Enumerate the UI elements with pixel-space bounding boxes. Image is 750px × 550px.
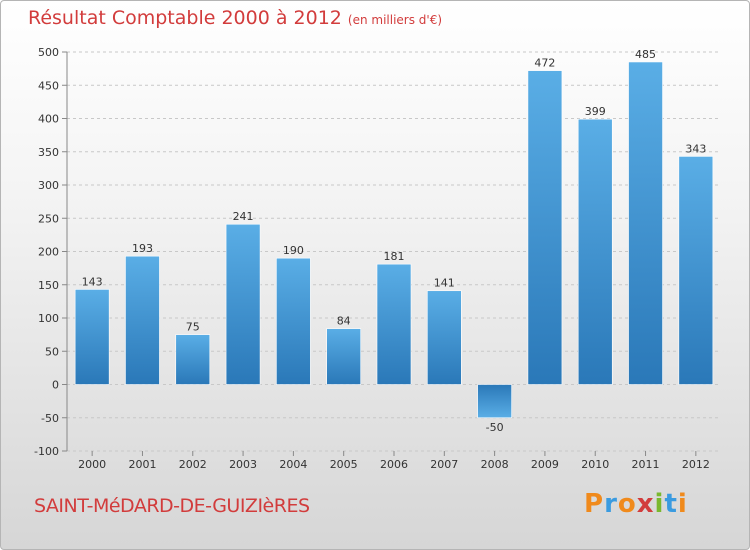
data-label: 399 <box>585 105 606 118</box>
brand-letter: i <box>654 489 665 519</box>
y-tick-label: 500 <box>38 46 59 59</box>
y-tick-label: -50 <box>41 412 59 425</box>
brand-letter: o <box>617 489 637 519</box>
brand-letter: P <box>584 489 605 519</box>
data-label: 343 <box>685 142 706 155</box>
bar-2004 <box>276 257 311 385</box>
x-tick-label: 2007 <box>430 458 458 471</box>
bar-2010 <box>577 118 613 385</box>
location-name: SAINT-MéDARD-DE-GUIZIèRES <box>34 495 310 517</box>
label-layer: 143 193 75 241 190 84 181 141 -50 472 399 485 343 <box>82 48 707 434</box>
chart-title-text: Résultat Comptable 2000 à 2012 <box>28 7 342 29</box>
x-tick-label: 2009 <box>531 458 559 471</box>
data-label: -50 <box>486 421 504 434</box>
data-label: 472 <box>534 57 555 70</box>
x-tick-label: 2002 <box>179 458 207 471</box>
bar-layer <box>74 61 714 419</box>
bar-2012 <box>678 156 714 385</box>
brand-letter: x <box>636 489 655 519</box>
bar-2005 <box>326 328 361 385</box>
y-tick-label: 400 <box>38 113 59 126</box>
axis-layer: -100 -50 0 50 100 150 200 250 300 350 400 450 500 200… <box>34 46 710 471</box>
brand-logo: Proxiti <box>584 489 688 519</box>
y-tick-label: 150 <box>38 279 59 292</box>
y-tick-label: 50 <box>45 345 59 358</box>
y-tick-label: 100 <box>38 312 59 325</box>
bar-2011 <box>628 61 663 385</box>
data-label: 84 <box>337 315 351 328</box>
bar-2007 <box>427 290 462 385</box>
x-tick-label: 2011 <box>632 458 660 471</box>
y-tick-label: -100 <box>34 445 59 458</box>
x-tick-label: 2012 <box>682 458 710 471</box>
x-tick-label: 2000 <box>78 458 106 471</box>
data-label: 143 <box>82 275 103 288</box>
data-label: 181 <box>384 250 405 263</box>
y-tick-label: 200 <box>38 246 59 259</box>
x-tick-label: 2004 <box>279 458 307 471</box>
bar-2001 <box>125 255 160 385</box>
chart-subtitle: (en milliers d'€) <box>347 13 443 27</box>
data-label: 141 <box>434 277 455 290</box>
data-label: 190 <box>283 244 304 257</box>
data-label: 485 <box>635 48 656 61</box>
data-label: 193 <box>132 242 153 255</box>
chart-title: Résultat Comptable 2000 à 2012 (en millie… <box>28 7 442 29</box>
bar-2009 <box>527 70 563 385</box>
bar-2002 <box>175 334 211 385</box>
data-label: 241 <box>233 210 254 223</box>
x-tick-label: 2008 <box>481 458 509 471</box>
x-tick-label: 2003 <box>229 458 257 471</box>
data-label: 75 <box>186 321 200 334</box>
bar-2006 <box>376 263 412 385</box>
bar-2000 <box>74 289 110 385</box>
y-tick-label: 350 <box>38 146 59 159</box>
x-tick-label: 2001 <box>128 458 156 471</box>
brand-letter: t <box>664 489 678 519</box>
x-tick-label: 2010 <box>581 458 609 471</box>
bar-2008 <box>477 384 512 419</box>
x-tick-label: 2006 <box>380 458 408 471</box>
bar-2003 <box>225 223 261 385</box>
y-tick-label: 250 <box>38 212 59 225</box>
y-tick-label: 300 <box>38 179 59 192</box>
y-tick-label: 0 <box>52 379 59 392</box>
brand-letter: r <box>604 489 618 519</box>
brand-letter: i <box>677 489 688 519</box>
x-tick-label: 2005 <box>330 458 358 471</box>
y-tick-label: 450 <box>38 79 59 92</box>
